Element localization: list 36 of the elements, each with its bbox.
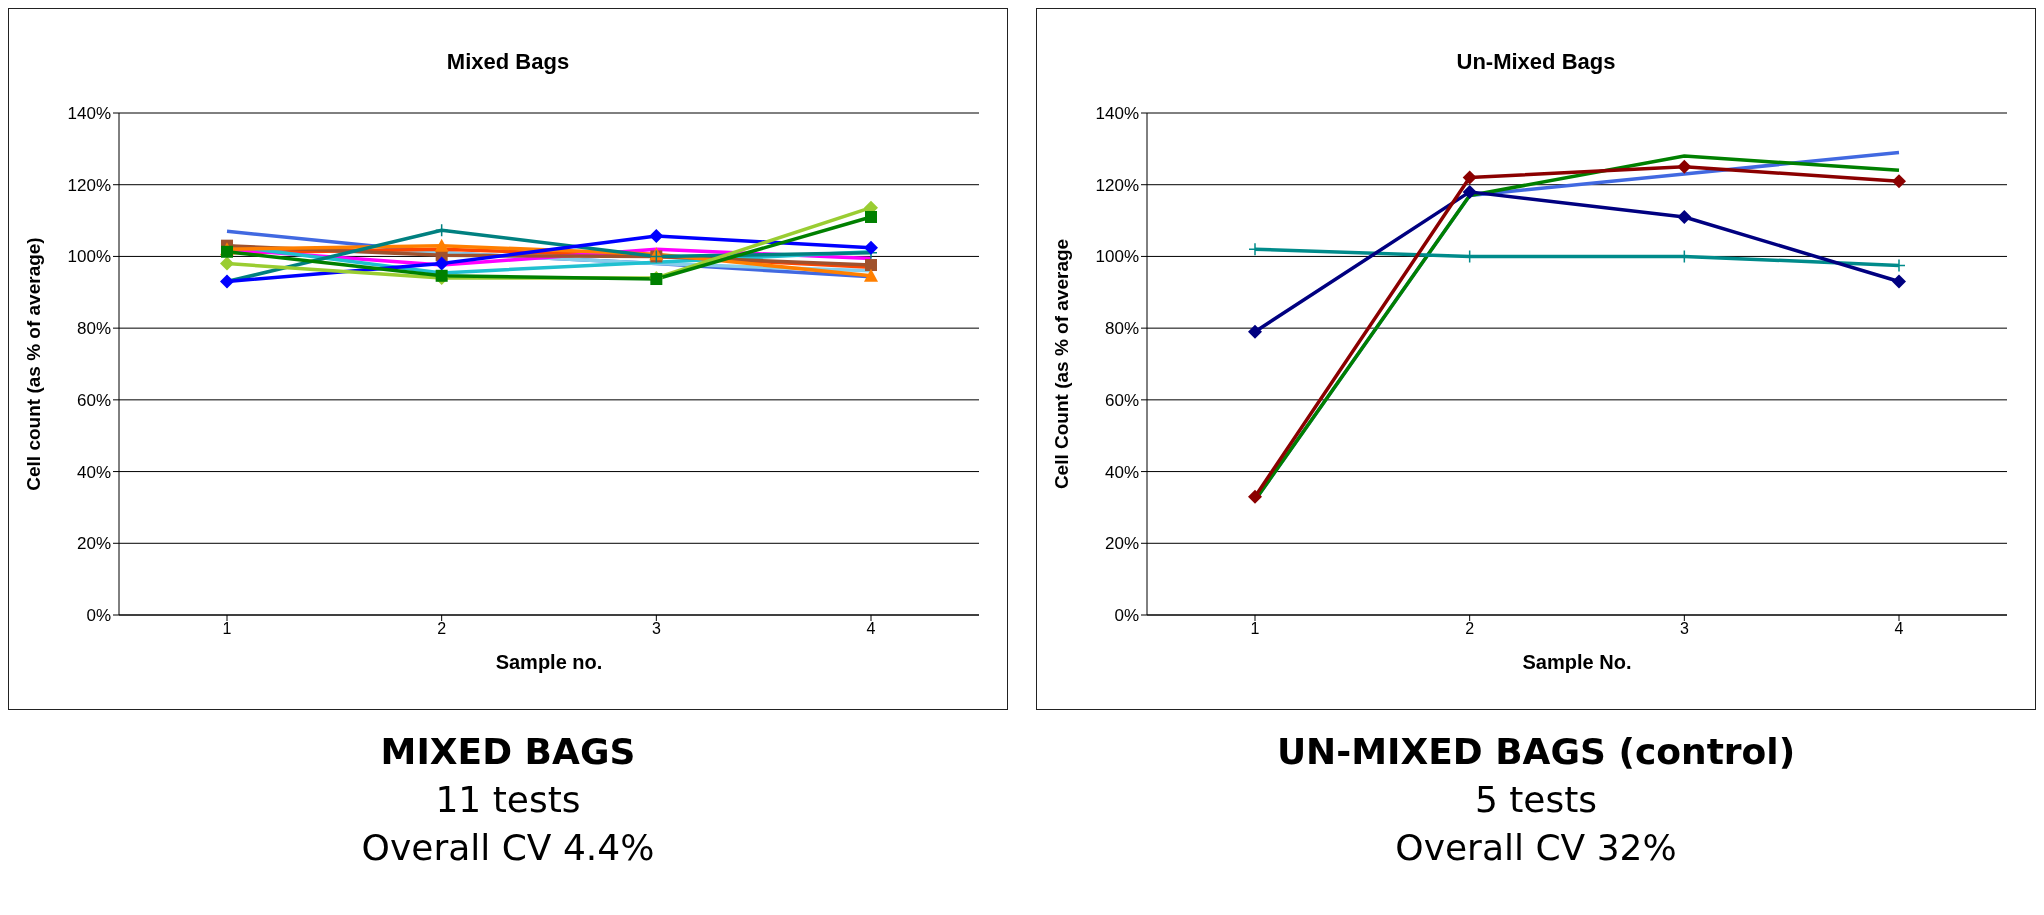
y-tick-label: 80%: [1104, 319, 1139, 339]
y-tick-label: 40%: [76, 462, 111, 482]
y-tick-label: 20%: [1104, 534, 1139, 554]
y-tick-label: 60%: [1104, 390, 1139, 410]
x-tick-label: 1: [1250, 620, 1260, 638]
text: Overall CV 32%: [1394, 826, 1678, 870]
y-tick-label: 100%: [67, 247, 111, 267]
y-tick-label: 120%: [67, 175, 111, 195]
y-tick-label: 0%: [86, 606, 111, 626]
x-tick-label: 1: [222, 620, 232, 638]
y-tick-label: 100%: [1095, 247, 1139, 267]
text: UN-MIXED BAGS (control): [1275, 730, 1797, 774]
x-tick-label: 3: [1679, 620, 1689, 638]
y-tick-label: 80%: [76, 319, 111, 339]
y-tick-label: 140%: [67, 104, 111, 124]
y-axis-title: Cell count (as % of average): [22, 237, 44, 491]
text: MIXED BAGS: [379, 730, 637, 774]
y-axis-title: Cell Count (as % of average: [1050, 238, 1072, 490]
x-tick-label: 2: [437, 620, 447, 638]
x-tick-label: 4: [866, 620, 876, 638]
y-tick-label: 0%: [1114, 606, 1139, 626]
text: Overall CV 4.4%: [360, 826, 656, 870]
x-tick-label: 4: [1894, 620, 1904, 638]
text: 11 tests: [434, 778, 582, 822]
x-axis-title: Sample no.: [495, 651, 603, 673]
y-tick-label: 40%: [1104, 462, 1139, 482]
chart-title: Un-Mixed Bags: [1455, 49, 1617, 75]
chart-title: Mixed Bags: [445, 49, 571, 75]
y-tick-label: 120%: [1095, 175, 1139, 195]
y-tick-label: 20%: [76, 534, 111, 554]
y-tick-label: 60%: [76, 390, 111, 410]
x-axis-title: Sample No.: [1522, 651, 1632, 673]
y-tick-label: 140%: [1095, 104, 1139, 124]
x-tick-label: 2: [1465, 620, 1475, 638]
x-tick-label: 3: [651, 620, 661, 638]
text: 5 tests: [1473, 778, 1599, 822]
